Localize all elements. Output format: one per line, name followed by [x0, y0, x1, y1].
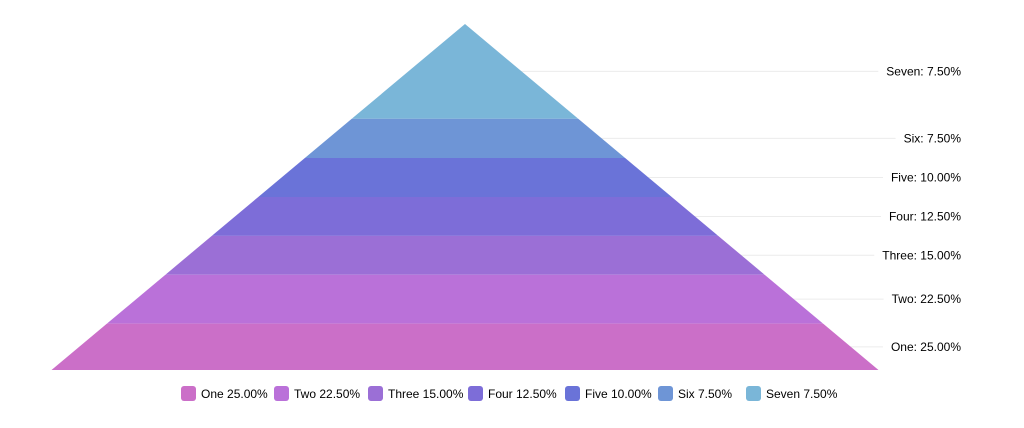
pyramid-slice-six[interactable]: [304, 118, 626, 159]
pyramid-slice-seven[interactable]: [351, 24, 579, 119]
pyramid-slice-one[interactable]: [51, 323, 879, 370]
pyramid-slice-four[interactable]: [211, 197, 719, 236]
legend-item-three[interactable]: Three 15.00%: [368, 386, 464, 401]
legend-item-four[interactable]: Four 12.50%: [468, 386, 557, 401]
slice-label-two: Two: 22.50%: [892, 292, 962, 306]
legend-item-two[interactable]: Two 22.50%: [274, 386, 360, 401]
pyramid-slices: [51, 24, 879, 370]
legend-marker: [658, 386, 673, 401]
legend-marker: [368, 386, 383, 401]
legend-label: Three 15.00%: [388, 387, 464, 401]
pyramid-slice-three[interactable]: [165, 235, 765, 275]
legend-marker: [746, 386, 761, 401]
legend-item-seven[interactable]: Seven 7.50%: [746, 386, 838, 401]
pyramid-slice-two[interactable]: [106, 274, 824, 324]
legend-item-five[interactable]: Five 10.00%: [565, 386, 652, 401]
legend-label: Seven 7.50%: [766, 387, 838, 401]
legend-marker: [274, 386, 289, 401]
slice-label-one: One: 25.00%: [891, 340, 961, 354]
pyramid-slice-five[interactable]: [258, 158, 672, 197]
legend-marker: [181, 386, 196, 401]
legend-label: Five 10.00%: [585, 387, 652, 401]
slice-label-six: Six: 7.50%: [904, 131, 962, 145]
slice-label-seven: Seven: 7.50%: [886, 64, 961, 78]
slice-labels: Seven: 7.50% Six: 7.50% Five: 10.00% Four: …: [882, 64, 961, 353]
legend-label: Two 22.50%: [294, 387, 360, 401]
legend-label: Six 7.50%: [678, 387, 732, 401]
legend-marker: [468, 386, 483, 401]
legend-label: One 25.00%: [201, 387, 268, 401]
slice-label-three: Three: 15.00%: [882, 248, 961, 262]
legend-item-six[interactable]: Six 7.50%: [658, 386, 732, 401]
legend-item-one[interactable]: One 25.00%: [181, 386, 268, 401]
slice-label-four: Four: 12.50%: [889, 209, 961, 223]
legend-marker: [565, 386, 580, 401]
slice-label-five: Five: 10.00%: [891, 171, 961, 185]
legend-label: Four 12.50%: [488, 387, 557, 401]
legend: One 25.00% Two 22.50% Three 15.00% Four 12.…: [181, 386, 838, 401]
